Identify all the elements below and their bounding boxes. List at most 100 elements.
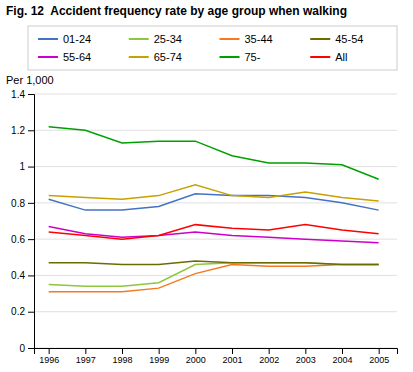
x-tick-label: 1997 bbox=[76, 355, 96, 365]
x-tick-mark bbox=[269, 348, 270, 354]
x-tick: 1999 bbox=[149, 348, 169, 365]
chart: Fig. 12 Accident frequency rate by age g… bbox=[0, 0, 413, 372]
x-tick-mark bbox=[305, 348, 306, 354]
grid-line bbox=[34, 239, 397, 240]
x-tick-label: 2001 bbox=[222, 355, 242, 365]
legend-label: 25-34 bbox=[154, 33, 182, 45]
y-tick-label: 0.6 bbox=[11, 234, 25, 245]
legend-swatch bbox=[129, 38, 149, 40]
legend-swatch bbox=[310, 56, 330, 58]
y-tick-mark bbox=[28, 203, 34, 204]
y-tick-label: 1 bbox=[19, 161, 25, 172]
y-tick-label: 0 bbox=[19, 343, 25, 354]
legend-item: 25-34 bbox=[129, 33, 182, 45]
x-tick-mark bbox=[342, 348, 343, 354]
y-tick-mark bbox=[28, 312, 34, 313]
x-tick: 1997 bbox=[76, 348, 96, 365]
legend-label: 65-74 bbox=[154, 51, 182, 63]
y-tick-mark bbox=[28, 94, 34, 95]
y-axis-line bbox=[28, 95, 35, 349]
series-line bbox=[49, 261, 379, 265]
legend-swatch bbox=[310, 38, 330, 40]
legend-label: 45-54 bbox=[335, 33, 363, 45]
x-tick-mark bbox=[379, 348, 380, 354]
legend-item: 35-44 bbox=[220, 33, 273, 45]
legend-item: 01-24 bbox=[38, 33, 91, 45]
y-tick-label: 0.4 bbox=[11, 270, 25, 281]
y-tick: 0 bbox=[19, 343, 34, 354]
x-tick-mark bbox=[49, 348, 50, 354]
x-tick: 1996 bbox=[39, 348, 59, 365]
series-line bbox=[49, 127, 379, 180]
y-tick-mark bbox=[28, 348, 34, 349]
y-tick: 1 bbox=[19, 161, 34, 172]
legend-label: 35-44 bbox=[245, 33, 273, 45]
legend-swatch bbox=[220, 56, 240, 58]
legend-box bbox=[28, 26, 397, 70]
y-tick-label: 1.4 bbox=[11, 89, 25, 100]
x-tick-mark bbox=[195, 348, 196, 354]
x-tick-label: 2005 bbox=[369, 355, 389, 365]
y-axis: 0 0.2 0.4 0.6 0.8 1 1.2 1.4 bbox=[11, 89, 34, 354]
series-line bbox=[49, 185, 379, 201]
y-tick: 1.2 bbox=[11, 125, 34, 136]
series-line bbox=[49, 225, 379, 240]
x-axis: 1996 1997 1998 1999 2000 2001 2002 2003 2004 2005 bbox=[35, 348, 398, 365]
x-tick-label: 1996 bbox=[39, 355, 59, 365]
legend-label: All bbox=[335, 51, 347, 63]
y-axis-label: Per 1,000 bbox=[6, 74, 54, 86]
x-tick-label: 1999 bbox=[149, 355, 169, 365]
grid-line bbox=[34, 311, 397, 312]
legend: 01-24 25-34 35-44 45-54 55-64 65-74 75- All bbox=[28, 26, 397, 70]
lines bbox=[49, 127, 379, 292]
series-line bbox=[49, 265, 379, 292]
y-tick: 0.6 bbox=[11, 234, 34, 245]
y-tick: 0.2 bbox=[11, 306, 34, 317]
y-tick-mark bbox=[28, 130, 34, 131]
x-tick: 2000 bbox=[186, 348, 206, 365]
x-tick-label: 2002 bbox=[259, 355, 279, 365]
series-line bbox=[49, 263, 379, 287]
legend-label: 01-24 bbox=[63, 33, 91, 45]
plot: 1996 1997 1998 1999 2000 2001 2002 2003 2004 2005… bbox=[11, 89, 397, 366]
title: Fig. 12 Accident frequency rate by age g… bbox=[6, 4, 347, 18]
y-tick: 1.4 bbox=[11, 89, 34, 100]
x-tick-label: 2000 bbox=[186, 355, 206, 365]
legend-swatch bbox=[220, 38, 240, 40]
legend-item: 65-74 bbox=[129, 51, 182, 63]
x-tick-label: 2004 bbox=[332, 355, 352, 365]
legend-swatch bbox=[38, 56, 58, 58]
legend-item: 45-54 bbox=[310, 33, 363, 45]
grid-line bbox=[34, 94, 397, 95]
y-tick-mark bbox=[28, 275, 34, 276]
legend-label: 75- bbox=[245, 51, 261, 63]
grid-line bbox=[34, 275, 397, 276]
grid-line bbox=[34, 166, 397, 167]
x-tick: 2001 bbox=[222, 348, 242, 365]
x-tick-mark bbox=[159, 348, 160, 354]
y-tick: 0.8 bbox=[11, 198, 34, 209]
x-tick: 1998 bbox=[112, 348, 132, 365]
legend-item: All bbox=[310, 51, 347, 63]
legend-item: 55-64 bbox=[38, 51, 91, 63]
y-tick-label: 1.2 bbox=[11, 125, 25, 136]
x-tick-mark bbox=[85, 348, 86, 354]
x-tick-label: 1998 bbox=[112, 355, 132, 365]
y-tick-label: 0.8 bbox=[11, 198, 25, 209]
legend-swatch bbox=[129, 56, 149, 58]
legend-item: 75- bbox=[220, 51, 261, 63]
x-axis-line bbox=[35, 349, 398, 355]
legend-swatch bbox=[38, 38, 58, 40]
x-tick: 2003 bbox=[296, 348, 316, 365]
x-tick-mark bbox=[232, 348, 233, 354]
y-tick-label: 0.2 bbox=[11, 306, 25, 317]
legend-label: 55-64 bbox=[63, 51, 91, 63]
y-tick-mark bbox=[28, 167, 34, 168]
x-tick: 2005 bbox=[369, 348, 389, 365]
x-tick: 2004 bbox=[332, 348, 352, 365]
y-tick-mark bbox=[28, 239, 34, 240]
x-tick-mark bbox=[122, 348, 123, 354]
y-tick: 0.4 bbox=[11, 270, 34, 281]
x-tick-label: 2003 bbox=[296, 355, 316, 365]
x-tick: 2002 bbox=[259, 348, 279, 365]
